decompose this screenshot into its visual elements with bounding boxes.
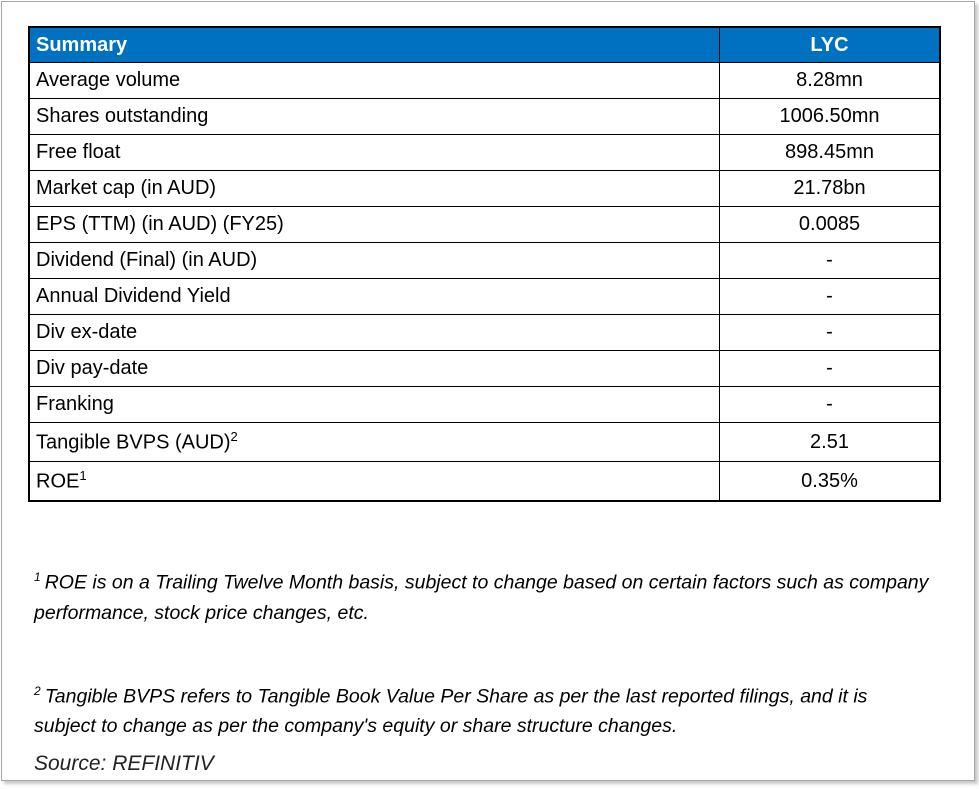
- row: EPS (TTM) (in AUD) (FY25) 0.0085: [28, 206, 941, 243]
- row: Annual Dividend Yield -: [28, 278, 941, 315]
- label-cell: Franking: [28, 386, 720, 423]
- label: Annual Dividend Yield: [36, 285, 231, 307]
- row: Free float 898.45mn: [28, 134, 941, 171]
- row: Market cap (in AUD) 21.78bn: [28, 170, 941, 207]
- source: Source: REFINITIV: [34, 752, 214, 775]
- label-cell: Tangible BVPS (AUD)2: [28, 422, 720, 462]
- value-cell: 2.51: [719, 422, 941, 462]
- label: Free float: [36, 141, 121, 163]
- value-cell: 1006.50mn: [719, 98, 941, 135]
- footnote-text: ROE is on a Trailing Twelve Month basis,…: [34, 571, 929, 624]
- label-cell: Average volume: [28, 62, 720, 99]
- value-cell: 0.0085: [719, 206, 941, 243]
- footnote-marker: 1: [34, 570, 41, 584]
- value-cell: 8.28mn: [719, 62, 941, 99]
- label-cell: Market cap (in AUD): [28, 170, 720, 207]
- label: Div pay-date: [36, 357, 149, 379]
- row: Dividend (Final) (in AUD) -: [28, 242, 941, 279]
- label-cell: Div pay-date: [28, 350, 720, 387]
- row: Shares outstanding 1006.50mn: [28, 98, 941, 135]
- label: Average volume: [36, 69, 181, 91]
- label: Market cap (in AUD): [36, 177, 217, 199]
- row: ROE1 0.35%: [28, 461, 941, 502]
- label: Dividend (Final) (in AUD): [36, 249, 258, 271]
- header-cell: LYC: [719, 26, 941, 63]
- label-cell: Annual Dividend Yield: [28, 278, 720, 315]
- value-cell: -: [719, 242, 941, 279]
- label: EPS (TTM) (in AUD) (FY25): [36, 213, 284, 235]
- footnote: 2 Tangible BVPS refers to Tangible Book V…: [34, 676, 929, 742]
- footnote-text: Tangible BVPS refers to Tangible Book Va…: [34, 685, 868, 737]
- value-cell: -: [719, 350, 941, 387]
- label-cell: EPS (TTM) (in AUD) (FY25): [28, 206, 720, 243]
- superscript: 1: [79, 468, 87, 484]
- row: Div pay-date -: [28, 350, 941, 387]
- footnote: 1 ROE is on a Trailing Twelve Month basis…: [34, 562, 929, 628]
- label-cell: Div ex-date: [28, 314, 720, 351]
- row: Tangible BVPS (AUD)2 2.51: [28, 422, 941, 462]
- label: Tangible BVPS (AUD): [36, 431, 231, 454]
- row: Franking -: [28, 386, 941, 423]
- label-cell: Dividend (Final) (in AUD): [28, 242, 720, 279]
- label: Franking: [36, 393, 114, 415]
- value-cell: 898.45mn: [719, 134, 941, 171]
- value-cell: -: [719, 314, 941, 351]
- label: ROE: [36, 470, 80, 493]
- row: Div ex-date -: [28, 314, 941, 351]
- value-cell: 0.35%: [719, 461, 941, 502]
- value-cell: 21.78bn: [719, 170, 941, 207]
- header-cell: Summary: [28, 26, 720, 63]
- label: Shares outstanding: [36, 105, 209, 127]
- superscript: 2: [230, 429, 238, 445]
- row: Average volume 8.28mn: [28, 62, 941, 99]
- summary-table: Summary LYC Average volume 8.28mn Shares out…: [28, 26, 941, 502]
- header-row: Summary LYC: [28, 26, 941, 63]
- footnotes: 1 ROE is on a Trailing Twelve Month basis…: [34, 562, 929, 789]
- footnote-marker: 2: [34, 683, 41, 698]
- label-cell: Shares outstanding: [28, 98, 720, 135]
- label: Div ex-date: [36, 321, 138, 343]
- label-cell: Free float: [28, 134, 720, 171]
- label-cell: ROE1: [28, 461, 720, 502]
- value-cell: -: [719, 278, 941, 315]
- value-cell: -: [719, 386, 941, 423]
